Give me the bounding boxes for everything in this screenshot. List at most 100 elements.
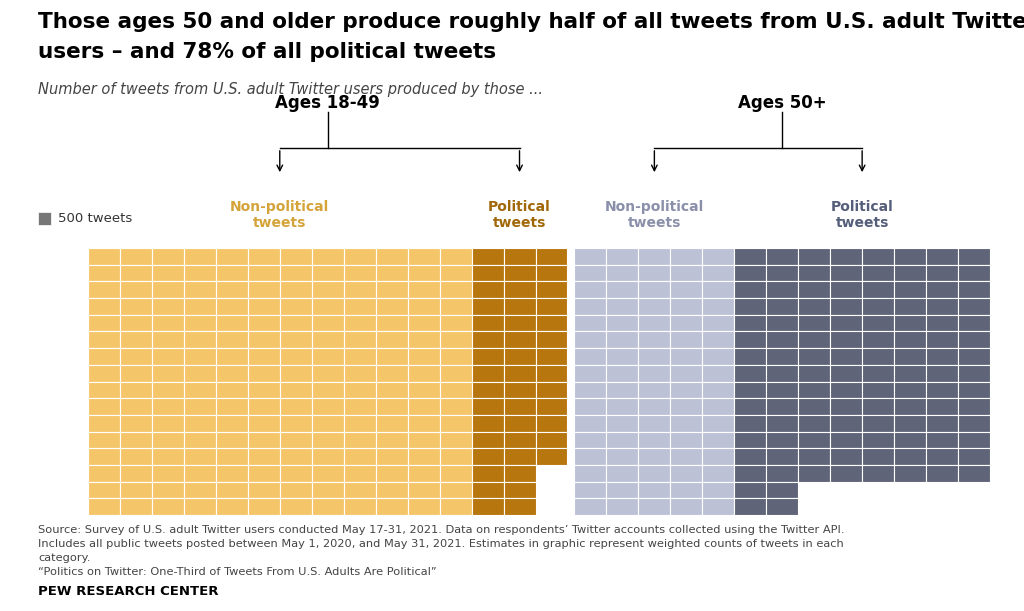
- Bar: [766, 398, 799, 415]
- Bar: [671, 481, 702, 499]
- Bar: [152, 398, 184, 415]
- Bar: [830, 265, 862, 282]
- Bar: [894, 348, 926, 365]
- Bar: [311, 331, 344, 348]
- Bar: [671, 431, 702, 448]
- Bar: [504, 331, 536, 348]
- Bar: [894, 282, 926, 298]
- Bar: [830, 365, 862, 381]
- Bar: [152, 499, 184, 515]
- Bar: [958, 315, 990, 331]
- Bar: [184, 499, 216, 515]
- Bar: [830, 248, 862, 265]
- Bar: [280, 331, 311, 348]
- Text: Ages 18-49: Ages 18-49: [275, 94, 380, 112]
- Bar: [120, 481, 152, 499]
- Bar: [376, 415, 408, 431]
- Bar: [408, 499, 439, 515]
- Bar: [184, 248, 216, 265]
- Bar: [734, 348, 766, 365]
- Bar: [671, 381, 702, 398]
- Bar: [734, 481, 766, 499]
- Bar: [280, 282, 311, 298]
- Bar: [606, 282, 638, 298]
- Bar: [894, 265, 926, 282]
- Bar: [311, 481, 344, 499]
- Bar: [344, 499, 376, 515]
- Bar: [606, 365, 638, 381]
- Bar: [38, 212, 51, 225]
- Bar: [702, 381, 734, 398]
- Bar: [958, 465, 990, 481]
- Bar: [152, 448, 184, 465]
- Bar: [408, 315, 439, 331]
- Bar: [344, 348, 376, 365]
- Bar: [408, 481, 439, 499]
- Bar: [408, 431, 439, 448]
- Bar: [504, 431, 536, 448]
- Bar: [862, 298, 894, 315]
- Bar: [958, 265, 990, 282]
- Bar: [799, 431, 830, 448]
- Bar: [894, 431, 926, 448]
- Bar: [344, 265, 376, 282]
- Bar: [439, 381, 472, 398]
- Bar: [216, 381, 248, 398]
- Bar: [638, 448, 671, 465]
- Bar: [248, 282, 280, 298]
- Bar: [248, 331, 280, 348]
- Text: Non-political
tweets: Non-political tweets: [605, 200, 705, 230]
- Bar: [184, 265, 216, 282]
- Bar: [766, 448, 799, 465]
- Bar: [894, 415, 926, 431]
- Bar: [376, 381, 408, 398]
- Bar: [766, 315, 799, 331]
- Bar: [574, 348, 606, 365]
- Bar: [702, 298, 734, 315]
- Bar: [894, 465, 926, 481]
- Bar: [311, 265, 344, 282]
- Bar: [311, 415, 344, 431]
- Bar: [734, 315, 766, 331]
- Bar: [152, 348, 184, 365]
- Bar: [248, 348, 280, 365]
- Bar: [472, 448, 504, 465]
- Bar: [376, 465, 408, 481]
- Bar: [152, 431, 184, 448]
- Bar: [504, 248, 536, 265]
- Bar: [152, 381, 184, 398]
- Bar: [280, 315, 311, 331]
- Bar: [120, 265, 152, 282]
- Bar: [958, 381, 990, 398]
- Bar: [184, 298, 216, 315]
- Bar: [88, 481, 120, 499]
- Bar: [216, 248, 248, 265]
- Bar: [638, 499, 671, 515]
- Bar: [958, 365, 990, 381]
- Bar: [439, 431, 472, 448]
- Bar: [376, 315, 408, 331]
- Bar: [504, 298, 536, 315]
- Bar: [830, 298, 862, 315]
- Bar: [702, 248, 734, 265]
- Bar: [671, 415, 702, 431]
- Bar: [862, 265, 894, 282]
- Bar: [734, 465, 766, 481]
- Text: Political
tweets: Political tweets: [830, 200, 894, 230]
- Bar: [606, 415, 638, 431]
- Bar: [311, 248, 344, 265]
- Bar: [408, 448, 439, 465]
- Bar: [606, 398, 638, 415]
- Bar: [638, 398, 671, 415]
- Bar: [248, 381, 280, 398]
- Bar: [958, 298, 990, 315]
- Bar: [120, 282, 152, 298]
- Bar: [439, 499, 472, 515]
- Bar: [376, 499, 408, 515]
- Bar: [702, 398, 734, 415]
- Bar: [472, 499, 504, 515]
- Bar: [862, 431, 894, 448]
- Bar: [671, 248, 702, 265]
- Bar: [280, 415, 311, 431]
- Bar: [439, 331, 472, 348]
